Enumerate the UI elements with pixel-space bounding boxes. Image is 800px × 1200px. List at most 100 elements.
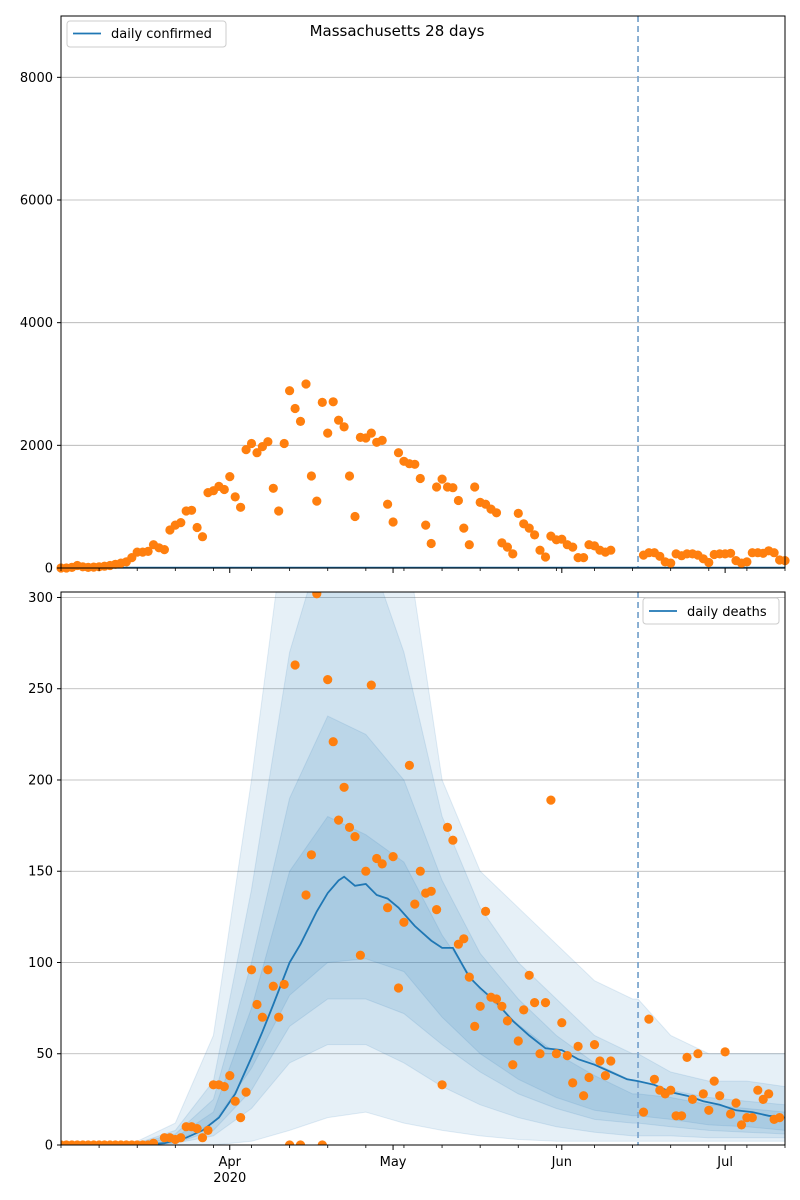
data-point xyxy=(192,522,202,533)
data-point xyxy=(535,545,545,555)
data-point xyxy=(334,815,344,825)
deaths-legend: daily deaths xyxy=(642,597,780,625)
chart-title: Massachusetts 28 days xyxy=(310,22,485,40)
data-point xyxy=(366,680,376,690)
confirmed-axes-frame xyxy=(60,15,786,569)
deaths-axes-frame xyxy=(60,591,786,1146)
y-tick-label: 0 xyxy=(45,1139,53,1154)
data-point xyxy=(589,1040,600,1050)
data-point xyxy=(312,496,322,506)
data-point xyxy=(350,511,360,522)
data-point xyxy=(426,538,436,549)
y-tick-label: 250 xyxy=(28,682,53,697)
data-point xyxy=(726,548,736,558)
data-point xyxy=(366,428,376,438)
data-point xyxy=(682,1052,692,1062)
data-point xyxy=(285,1140,295,1145)
data-point xyxy=(437,1080,447,1090)
data-point xyxy=(290,403,300,414)
data-point xyxy=(508,1060,518,1070)
data-point xyxy=(698,1089,708,1099)
deaths-points xyxy=(61,592,785,1145)
data-point xyxy=(704,1105,714,1115)
data-point xyxy=(491,508,502,518)
data-point xyxy=(383,499,393,509)
data-point xyxy=(437,474,447,484)
data-point xyxy=(595,1056,605,1066)
data-point xyxy=(159,545,169,555)
data-point xyxy=(687,1094,698,1104)
data-point xyxy=(323,675,333,685)
data-point xyxy=(470,1021,480,1031)
data-point xyxy=(540,998,551,1008)
y-tick-label: 150 xyxy=(28,865,53,880)
data-point xyxy=(584,1072,594,1083)
data-point xyxy=(383,903,393,913)
data-point xyxy=(600,1071,611,1081)
data-point xyxy=(377,435,387,445)
y-tick-label: 8000 xyxy=(20,71,53,86)
data-point xyxy=(459,934,469,944)
data-point xyxy=(459,523,469,533)
data-point xyxy=(143,546,153,557)
data-point xyxy=(301,379,311,389)
confirmed-x-ticks xyxy=(60,568,786,573)
data-point xyxy=(464,972,474,982)
data-point xyxy=(535,1049,545,1059)
data-point xyxy=(246,965,257,975)
data-point xyxy=(470,482,480,492)
data-point xyxy=(415,473,425,484)
data-point xyxy=(236,1113,246,1123)
data-point xyxy=(606,1056,616,1066)
confirmed-legend-box xyxy=(66,20,227,48)
data-point xyxy=(638,1107,649,1117)
data-point xyxy=(257,1012,267,1022)
data-point xyxy=(775,1113,785,1123)
data-point xyxy=(268,981,278,991)
data-point xyxy=(562,1051,572,1061)
y-tick-label: 4000 xyxy=(20,316,53,331)
data-point xyxy=(225,472,235,482)
deaths-y-ticks: 0 50 100 150 200 250 300 xyxy=(28,591,61,1154)
confirmed-legend: daily confirmed xyxy=(66,20,227,48)
data-point xyxy=(442,822,453,833)
data-point xyxy=(481,906,491,917)
data-point xyxy=(334,415,344,425)
data-point xyxy=(557,1018,567,1028)
x-tick-label: Jun xyxy=(551,1155,572,1170)
data-point xyxy=(393,983,404,993)
data-point xyxy=(568,1078,578,1088)
data-point xyxy=(344,471,355,481)
data-point xyxy=(508,549,518,559)
confirmed-plot-area xyxy=(61,16,785,568)
data-point xyxy=(579,553,589,563)
data-point xyxy=(709,1076,719,1086)
data-point xyxy=(404,760,414,771)
data-point xyxy=(464,540,474,550)
data-point xyxy=(241,1087,251,1097)
data-point xyxy=(192,1124,202,1134)
data-point xyxy=(513,508,523,518)
data-point xyxy=(377,859,387,869)
data-point xyxy=(203,1125,213,1135)
y-tick-label: 6000 xyxy=(20,194,53,209)
y-tick-label: 2000 xyxy=(20,439,53,454)
data-point xyxy=(274,1012,284,1022)
deaths-legend-label: daily deaths xyxy=(687,605,767,620)
data-point xyxy=(246,438,257,449)
data-point xyxy=(328,397,338,407)
data-point xyxy=(720,1047,730,1057)
data-point xyxy=(731,1098,741,1108)
data-point xyxy=(726,1109,736,1119)
data-point xyxy=(252,999,262,1010)
data-point xyxy=(306,471,316,481)
data-point xyxy=(388,852,398,862)
data-point xyxy=(747,1113,757,1123)
confirmed-y-ticks: 0 2000 4000 6000 8000 xyxy=(20,71,61,577)
y-tick-label: 100 xyxy=(28,956,53,971)
data-point xyxy=(764,1089,774,1099)
data-point xyxy=(263,437,273,447)
data-point xyxy=(279,979,289,990)
data-point xyxy=(742,557,752,567)
data-point xyxy=(268,483,278,493)
